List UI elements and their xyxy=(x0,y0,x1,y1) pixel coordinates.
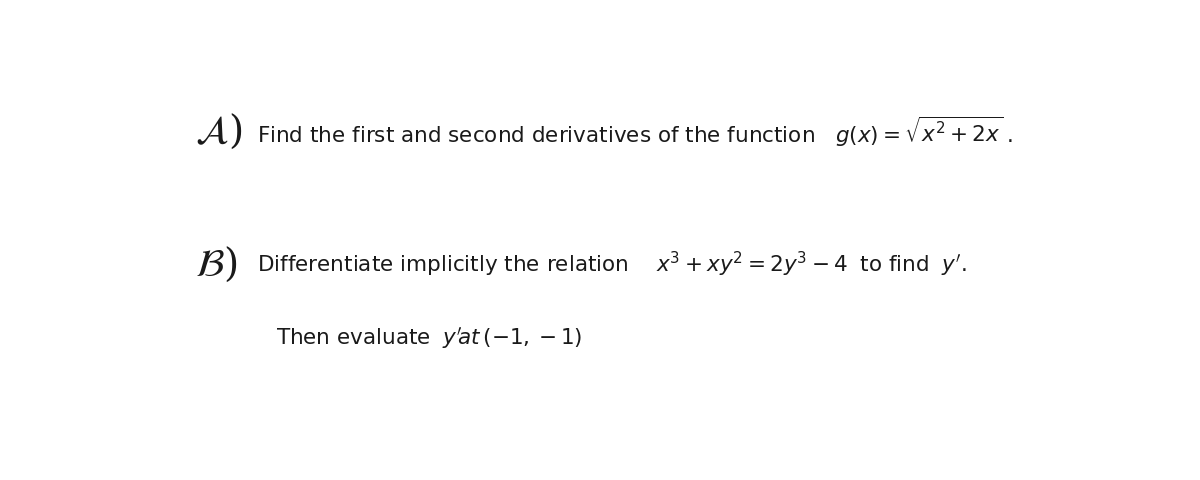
Text: $\mathcal{B}$): $\mathcal{B}$) xyxy=(194,245,236,284)
Text: $\mathcal{A}$): $\mathcal{A}$) xyxy=(194,112,242,151)
Text: Find the first and second derivatives of the function   $g(x) = \sqrt{x^2 + 2x}\: Find the first and second derivatives of… xyxy=(257,114,1013,149)
Text: Differentiate implicitly the relation $\quad x^3 + xy^2 = 2y^3 - 4\;$ to find $\: Differentiate implicitly the relation $\… xyxy=(257,250,966,279)
Text: Then evaluate $\;y'\!\mathit{at}\,(-1,-1)$: Then evaluate $\;y'\!\mathit{at}\,(-1,-1… xyxy=(276,326,582,351)
